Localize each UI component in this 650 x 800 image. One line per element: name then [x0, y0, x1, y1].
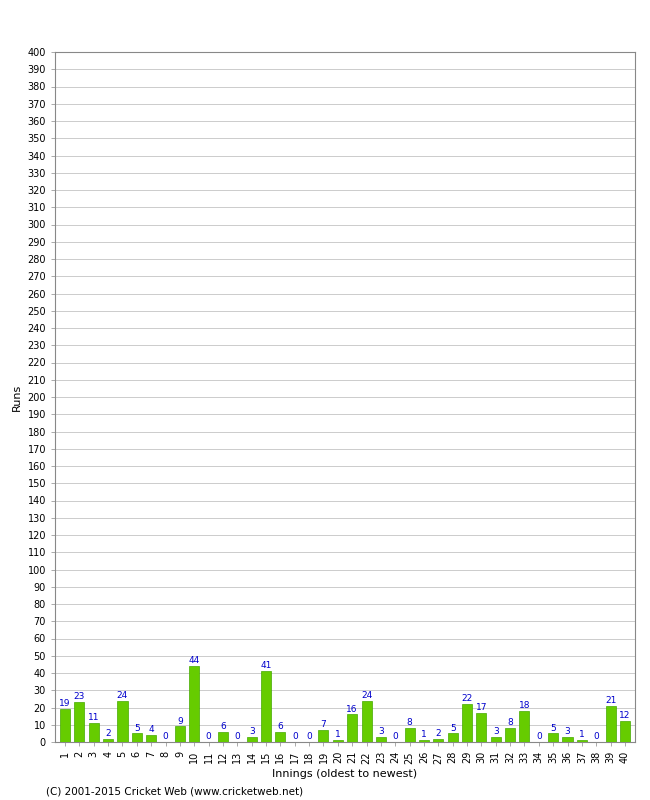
Bar [476, 713, 486, 742]
Bar [376, 737, 386, 742]
Bar [89, 723, 99, 742]
Text: 0: 0 [162, 732, 168, 741]
Bar [491, 737, 500, 742]
Bar [361, 701, 372, 742]
Bar [246, 737, 257, 742]
Bar [118, 701, 127, 742]
Text: 18: 18 [519, 701, 530, 710]
Bar [620, 722, 630, 742]
Text: 1: 1 [335, 730, 341, 739]
Text: 0: 0 [206, 732, 211, 741]
Text: 2: 2 [105, 729, 111, 738]
Bar [606, 706, 616, 742]
Bar [146, 735, 156, 742]
Text: 41: 41 [261, 662, 272, 670]
Bar [562, 737, 573, 742]
Bar [419, 740, 429, 742]
Text: 5: 5 [450, 723, 456, 733]
Text: 16: 16 [346, 705, 358, 714]
Text: 0: 0 [235, 732, 240, 741]
Bar [261, 671, 271, 742]
Text: 0: 0 [536, 732, 541, 741]
Bar [276, 732, 285, 742]
Bar [318, 730, 328, 742]
Bar [548, 734, 558, 742]
Text: 24: 24 [361, 690, 372, 700]
X-axis label: Innings (oldest to newest): Innings (oldest to newest) [272, 769, 417, 779]
Text: 5: 5 [134, 723, 140, 733]
Text: 9: 9 [177, 717, 183, 726]
Text: 3: 3 [378, 727, 383, 736]
Bar [189, 666, 200, 742]
Text: 0: 0 [292, 732, 298, 741]
Text: 17: 17 [476, 703, 487, 712]
Bar [74, 702, 85, 742]
Text: 6: 6 [220, 722, 226, 730]
Bar [218, 732, 228, 742]
Text: 11: 11 [88, 713, 99, 722]
Text: 21: 21 [605, 696, 616, 705]
Bar [132, 734, 142, 742]
Text: 8: 8 [407, 718, 413, 727]
Text: 1: 1 [421, 730, 427, 739]
Bar [333, 740, 343, 742]
Bar [448, 734, 458, 742]
Text: 12: 12 [619, 711, 630, 721]
Bar [103, 738, 113, 742]
Text: 44: 44 [188, 656, 200, 666]
Text: 0: 0 [306, 732, 312, 741]
Text: 7: 7 [320, 720, 326, 729]
Text: 5: 5 [551, 723, 556, 733]
Bar [404, 728, 415, 742]
Text: (C) 2001-2015 Cricket Web (www.cricketweb.net): (C) 2001-2015 Cricket Web (www.cricketwe… [46, 786, 303, 796]
Text: 3: 3 [249, 727, 255, 736]
Bar [60, 710, 70, 742]
Text: 2: 2 [436, 729, 441, 738]
Text: 8: 8 [507, 718, 513, 727]
Bar [462, 704, 472, 742]
Text: 6: 6 [278, 722, 283, 730]
Text: 23: 23 [73, 693, 85, 702]
Bar [347, 714, 358, 742]
Y-axis label: Runs: Runs [12, 383, 22, 410]
Text: 0: 0 [393, 732, 398, 741]
Text: 4: 4 [148, 726, 154, 734]
Bar [505, 728, 515, 742]
Text: 24: 24 [117, 690, 128, 700]
Bar [175, 726, 185, 742]
Text: 1: 1 [579, 730, 585, 739]
Text: 3: 3 [493, 727, 499, 736]
Bar [577, 740, 587, 742]
Text: 19: 19 [59, 699, 71, 708]
Bar [434, 738, 443, 742]
Bar [519, 711, 530, 742]
Text: 0: 0 [593, 732, 599, 741]
Text: 3: 3 [565, 727, 571, 736]
Text: 22: 22 [462, 694, 473, 703]
